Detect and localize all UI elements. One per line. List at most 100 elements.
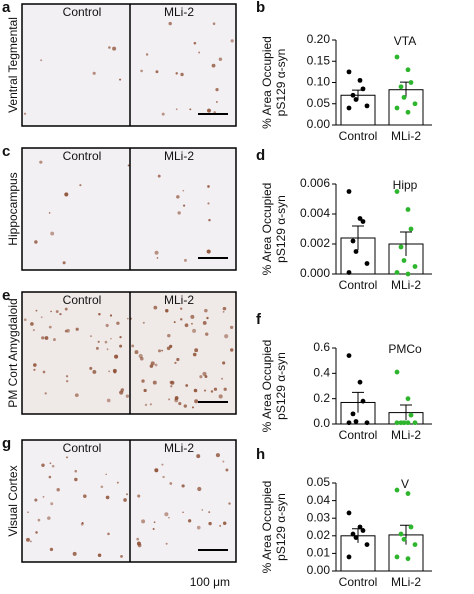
cell [230,39,234,43]
cell [83,494,87,498]
cell [75,327,79,331]
image-label: Control [63,441,102,455]
cell [218,57,223,61]
micrograph-frame [21,439,237,563]
y-tick-label: 0.15 [307,53,331,67]
cell [191,322,193,325]
cell [197,486,202,492]
cell [165,309,169,313]
cell [112,368,117,373]
cell [125,394,130,398]
error-bar [352,391,364,413]
y-tick-label: 0.2 [313,391,330,405]
data-point [394,420,400,426]
cell [92,369,97,374]
data-point [408,524,414,530]
cell [193,41,197,45]
data-point [353,97,359,102]
cell [215,101,218,103]
cell [168,398,171,401]
cell [184,323,189,328]
cell [223,387,227,391]
data-point [398,531,404,537]
cell [97,553,102,557]
cell [42,370,46,374]
cell [215,87,219,92]
cell [108,370,111,373]
cell [152,380,157,385]
cell [109,314,113,317]
cell [230,348,234,352]
data-point [408,80,414,85]
data-point [394,54,400,60]
cell [48,475,52,479]
data-point [360,219,366,224]
cell [74,469,78,473]
cell [23,112,27,115]
cell [158,349,162,353]
cell [173,321,176,324]
cell [219,524,222,527]
cell [210,390,214,393]
cell [55,310,59,313]
cell [162,475,165,479]
cell [106,348,109,351]
data-point [353,249,359,254]
y-tick-label: 0.10 [307,75,331,89]
cell [74,477,78,482]
panel-letter: g [2,435,11,452]
data-point [401,420,407,426]
cell [183,404,188,408]
cell [169,482,173,485]
y-axis-label: % Area Occupied [260,340,274,433]
cell [90,335,92,338]
data-point [412,542,418,547]
cell [51,464,55,468]
cell [182,189,185,192]
cell [222,361,226,365]
chart-title: V [401,477,409,491]
cell [34,498,38,502]
region-label: Hippocampus [6,172,20,245]
cell [221,377,224,380]
y-tick-label: 0.00 [307,563,331,577]
cell [119,344,123,348]
cell [179,307,183,310]
cell [47,516,51,520]
data-point [360,398,366,404]
cell [114,354,119,359]
micrograph-frame [21,291,237,415]
cell [185,384,189,387]
image-label: Control [63,149,102,163]
cell [42,495,45,498]
cell [33,363,37,367]
cell [205,332,209,336]
cell [140,69,143,73]
cell [110,337,112,340]
data-point [346,510,352,516]
cell [27,511,29,514]
x-tick-label: Control [339,575,378,589]
cell [119,390,124,395]
micrograph [22,4,236,126]
data-point [394,487,400,493]
cell [202,321,207,325]
data-point [405,271,411,277]
cell [174,398,179,403]
data-point [412,101,418,107]
cell [65,375,69,378]
cell [165,542,168,545]
x-tick-label: MLi-2 [391,278,421,292]
cell [81,522,84,525]
data-point [364,420,370,426]
cell [62,261,66,265]
cell [116,481,119,484]
cell [187,519,192,523]
y-tick-label: 0.000 [300,266,330,280]
error-bar [400,231,412,256]
cell [65,456,68,459]
cell [56,488,60,492]
image-label: Control [63,5,102,19]
cell [208,511,211,514]
region-label: PM Cort Amygdaloid [6,298,20,407]
